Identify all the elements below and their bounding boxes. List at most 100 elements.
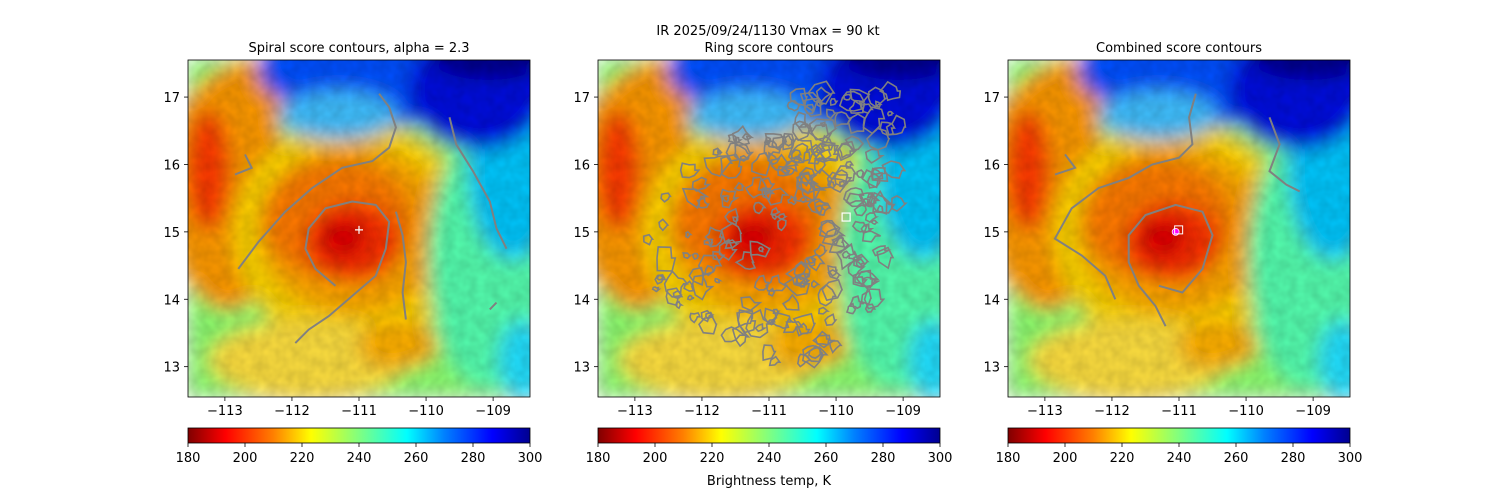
colorbar-tick-label: 200 [643, 451, 668, 466]
x-tick-label: −113 [207, 404, 243, 419]
x-tick-label: −113 [1027, 404, 1063, 419]
ring-contour-blob [658, 218, 670, 232]
x-tick-label: −110 [1228, 404, 1264, 419]
ring-contour-blob [829, 98, 839, 107]
ring-contour-blob [876, 246, 895, 270]
ring-contour-blob [801, 344, 825, 369]
ring-contour-blob [878, 80, 902, 102]
ring-contour-blob [838, 90, 866, 112]
figure-suptitle: IR 2025/09/24/1130 Vmax = 90 kt [656, 24, 879, 39]
ring-contour-blob [819, 121, 827, 128]
ring-contour-blob [724, 207, 739, 227]
y-tick-label: 16 [983, 158, 1000, 173]
ring-contour-blob [834, 111, 852, 128]
colorbar-tick-label: 280 [1281, 451, 1306, 466]
ring-contour-blob [731, 324, 751, 348]
ring-contour-blob [691, 176, 712, 193]
y-tick-label: 15 [983, 226, 1000, 241]
y-tick-label: 17 [573, 91, 590, 106]
colorbar-tick-label: 300 [1338, 451, 1363, 466]
ring-contour-blob [720, 326, 747, 343]
ring-contour-blob [683, 280, 695, 292]
ring-contour-blob [642, 233, 655, 246]
y-tick-label: 13 [983, 361, 1000, 376]
ring-contour-blob [845, 302, 857, 315]
colorbar [187, 427, 531, 444]
ring-contour-blob [828, 340, 843, 354]
ring-contour-blob [804, 255, 816, 267]
ring-contour-blob [855, 269, 878, 289]
panel-title: Combined score contours [1096, 41, 1262, 56]
contour-line [1053, 93, 1197, 300]
ring-contour-blob [691, 252, 700, 261]
colorbar-tick-label: 300 [518, 451, 543, 466]
ring-contour-blob [855, 258, 866, 269]
ring-contour-blob [890, 194, 908, 213]
ring-contour-blob [777, 212, 788, 220]
ring-contour-blob [656, 246, 677, 272]
y-tick-label: 16 [163, 158, 180, 173]
ring-contour-blob [845, 160, 855, 169]
ring-contour-blob [811, 279, 821, 289]
contour-line [237, 93, 397, 270]
ring-contour-blob [704, 264, 716, 277]
ring-contour-blob [760, 187, 776, 201]
colorbar-tick-label: 280 [871, 451, 896, 466]
ring-contour-blob [848, 295, 865, 310]
ring-contour-blob [786, 99, 801, 112]
y-tick-label: 15 [573, 226, 590, 241]
ring-contour-blob [834, 169, 853, 187]
colorbar-tick-label: 180 [996, 451, 1021, 466]
ring-contour-blob [744, 176, 768, 199]
ring-contour-blob [860, 289, 873, 305]
x-tick-label: −112 [274, 404, 310, 419]
ring-contour-blob [825, 108, 838, 120]
colorbar-tick-label: 260 [404, 451, 429, 466]
ring-contour-blob [656, 274, 666, 281]
ring-contour-blob [679, 162, 701, 179]
center-marker-plus [355, 225, 363, 234]
ring-contour-blob [771, 214, 779, 221]
ring-contour-blob [885, 114, 907, 136]
ring-contour-blob [799, 181, 827, 203]
ring-contour-blob [660, 192, 672, 203]
y-tick-label: 14 [983, 293, 1000, 308]
x-tick-label: −112 [684, 404, 720, 419]
ring-contour-blob [795, 172, 814, 195]
ring-contour-blob [682, 252, 693, 260]
ring-contour-blob [827, 264, 838, 278]
x-tick-label: −111 [341, 404, 377, 419]
y-tick-label: 13 [573, 361, 590, 376]
ring-contour-blob [703, 155, 734, 178]
colorbar-tick-label: 220 [290, 451, 315, 466]
ring-contour-blob [745, 308, 775, 339]
ring-contour-blob [763, 140, 782, 159]
y-tick-label: 14 [573, 293, 590, 308]
colorbar-tick-label: 220 [1110, 451, 1135, 466]
ring-contour-blob [749, 240, 771, 258]
ring-contour-blob [793, 260, 811, 281]
ring-contour-blob [813, 144, 840, 163]
ring-contour-blob [859, 103, 874, 115]
colorbar-tick-label: 200 [1053, 451, 1078, 466]
ring-contour-blob [853, 204, 867, 217]
ring-contour-blob [768, 355, 782, 367]
ring-contour-blob [777, 165, 791, 177]
y-tick-label: 16 [573, 158, 590, 173]
x-tick-label: −109 [1295, 404, 1331, 419]
ring-contour-blob [654, 274, 667, 285]
x-tick-label: −109 [475, 404, 511, 419]
contour-line [294, 200, 391, 344]
panel-title: Ring score contours [704, 41, 833, 56]
ring-contour-blob [856, 169, 866, 179]
ring-contour-blob [812, 141, 840, 162]
ring-contour-blob [665, 287, 684, 307]
ring-contour-blob [807, 148, 825, 165]
ring-contour-blob [787, 195, 797, 206]
ring-contour-blob [813, 200, 832, 216]
x-tick-label: −112 [1094, 404, 1130, 419]
ring-contour-blob [689, 311, 702, 324]
ring-contour-blob [688, 266, 705, 287]
ring-contour-blob [792, 120, 813, 142]
ring-contour-blob [805, 256, 817, 264]
